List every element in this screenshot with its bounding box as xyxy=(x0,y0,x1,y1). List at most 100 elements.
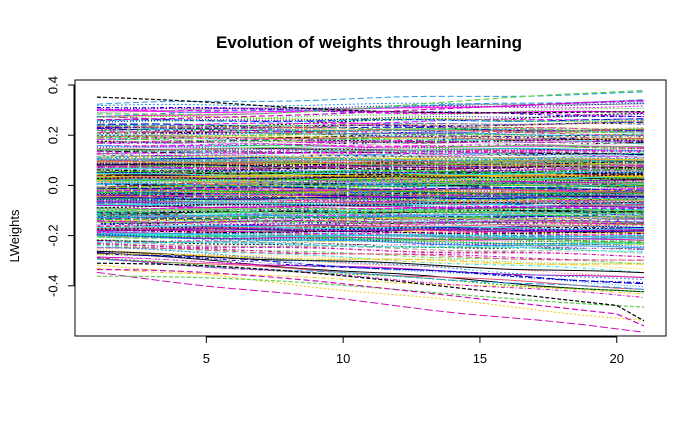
weight-series-line xyxy=(96,139,645,145)
weight-series-line xyxy=(96,220,645,227)
weight-series-line xyxy=(96,102,645,111)
weight-series-line xyxy=(96,120,645,130)
weight-series-line xyxy=(96,241,645,252)
weight-series-line xyxy=(96,178,645,183)
weight-series-line xyxy=(96,166,645,172)
weight-series-line xyxy=(96,257,645,298)
weight-series-line xyxy=(96,253,645,284)
weight-series-line xyxy=(96,193,645,199)
y-tick-label: 0.2 xyxy=(46,126,61,144)
weight-series-line xyxy=(96,115,645,123)
y-axis-label: LWeights xyxy=(7,209,22,262)
weight-series-line xyxy=(96,210,645,214)
weight-series-line xyxy=(96,124,645,133)
weight-series-line xyxy=(96,237,645,251)
weight-series-line xyxy=(96,146,645,151)
weight-series-line xyxy=(96,233,645,244)
weight-series-line xyxy=(96,205,645,210)
weight-series-line xyxy=(96,234,645,241)
weight-series-line xyxy=(96,186,645,191)
highlight-series-layer xyxy=(96,89,645,327)
weight-series-line xyxy=(96,143,645,148)
weight-series-line xyxy=(96,133,645,139)
weight-series-line xyxy=(96,241,645,254)
weight-series-line xyxy=(96,182,645,189)
weight-series-line xyxy=(96,230,645,236)
y-tick-label: -0.2 xyxy=(46,224,61,246)
weight-series-line xyxy=(96,135,645,141)
weight-series-line xyxy=(96,108,645,118)
weight-series-line xyxy=(96,267,645,295)
series-layer xyxy=(96,91,645,333)
weight-series-line xyxy=(96,139,645,144)
weight-series-line xyxy=(96,196,645,201)
weight-series-line xyxy=(96,155,645,159)
highlight-series-line xyxy=(96,89,645,115)
weight-series-line xyxy=(96,227,645,232)
weight-series-line xyxy=(96,246,645,280)
weight-series-line xyxy=(96,207,645,212)
weight-series-line xyxy=(96,208,645,212)
weight-series-line xyxy=(96,191,645,196)
highlight-series-line xyxy=(96,268,645,327)
weight-series-line xyxy=(96,175,645,182)
weight-series-line xyxy=(96,201,645,209)
plot-frame xyxy=(74,79,667,337)
weight-series-line xyxy=(96,153,645,158)
weight-series-line xyxy=(96,113,645,123)
weight-series-line xyxy=(96,220,645,224)
weight-series-line xyxy=(96,218,645,222)
x-tick-label: 10 xyxy=(336,351,350,366)
weight-series-line xyxy=(96,152,645,158)
weight-series-line xyxy=(96,222,645,226)
weight-series-line xyxy=(96,252,645,293)
weight-series-line xyxy=(96,129,645,134)
weight-series-line xyxy=(96,201,645,208)
weight-series-line xyxy=(96,99,645,118)
weight-series-line xyxy=(96,198,645,204)
x-tick-label: 15 xyxy=(473,351,487,366)
weight-series-line xyxy=(96,177,645,183)
y-tick-label: 0.0 xyxy=(46,176,61,194)
weight-series-line xyxy=(96,117,645,128)
weight-series-line xyxy=(96,249,645,270)
y-axis: 0.4 0.2 0.0 -0.2 -0.4 xyxy=(46,76,75,297)
weight-series-line xyxy=(96,226,645,232)
weight-series-line xyxy=(96,157,645,162)
weight-series-line xyxy=(96,214,645,218)
weight-series-line xyxy=(96,142,645,146)
weight-series-line xyxy=(96,255,645,277)
weight-series-line xyxy=(96,157,645,163)
y-tick-label: -0.4 xyxy=(46,275,61,297)
highlight-series-line xyxy=(96,100,645,121)
weight-series-line xyxy=(96,232,645,238)
weight-series-line xyxy=(96,271,645,333)
highlight-series-line xyxy=(96,96,645,114)
weight-series-line xyxy=(96,146,645,150)
weight-series-line xyxy=(96,179,645,183)
weight-series-line xyxy=(96,219,645,224)
weight-series-line xyxy=(96,174,645,180)
weight-series-line xyxy=(96,258,645,290)
weight-series-line xyxy=(96,124,645,137)
weight-series-line xyxy=(96,215,645,222)
weight-series-line xyxy=(96,191,645,198)
y-tick-label: 0.4 xyxy=(46,76,61,94)
x-tick-label: 20 xyxy=(610,351,624,366)
weight-series-line xyxy=(96,229,645,235)
weight-series-line xyxy=(96,243,645,258)
weight-series-line xyxy=(96,169,645,174)
weight-series-line xyxy=(96,199,645,204)
weight-series-line xyxy=(96,234,645,249)
weight-series-line xyxy=(96,129,645,135)
weight-series-line xyxy=(96,184,645,189)
weight-series-line xyxy=(96,226,645,231)
weight-series-line xyxy=(96,211,645,218)
weight-series-line xyxy=(96,107,645,123)
x-axis: 5 10 15 20 xyxy=(203,336,624,366)
weight-series-line xyxy=(96,224,645,229)
weight-series-line xyxy=(96,233,645,247)
x-tick-label: 5 xyxy=(203,351,210,366)
weight-series-line xyxy=(96,252,645,285)
